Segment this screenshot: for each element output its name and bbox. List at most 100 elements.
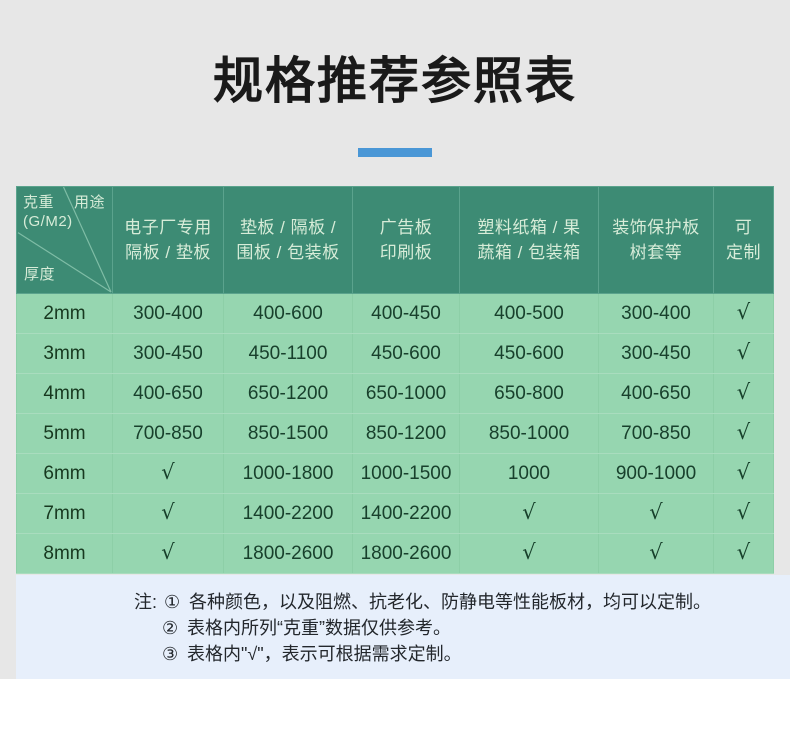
thickness-cell: 2mm [16, 293, 113, 334]
note-item: ② 表格内所列“克重”数据仅供参考。 [134, 615, 711, 641]
note-text: 各种颜色，以及阻燃、抗老化、防静电等性能板材，均可以定制。 [189, 592, 712, 612]
note-item: 注: ① 各种颜色，以及阻燃、抗老化、防静电等性能板材，均可以定制。 [134, 589, 711, 615]
value-cell: 450-1100 [223, 333, 353, 374]
column-header-advertising: 广告板 印刷板 [352, 186, 460, 294]
value-cell: 650-1000 [352, 373, 460, 414]
value-cell: 400-650 [112, 373, 224, 414]
value-cell: 450-600 [459, 333, 599, 374]
check-icon: √ [736, 540, 751, 564]
value-cell: 1400-2200 [352, 493, 460, 534]
column-header-electronics: 电子厂专用 隔板 / 垫板 [112, 186, 224, 294]
check-cell: √ [112, 453, 224, 494]
check-cell: √ [713, 333, 774, 374]
table-row: 6mm √ 1000-1800 1000-1500 1000 900-1000 √ [16, 453, 774, 494]
check-icon: √ [736, 460, 751, 484]
thickness-cell: 3mm [16, 333, 113, 374]
table-row: 7mm √ 1400-2200 1400-2200 √ √ √ [16, 493, 774, 534]
check-icon: √ [522, 540, 536, 564]
corner-usage-label: 用途 [73, 194, 105, 211]
value-cell: 400-600 [223, 293, 353, 334]
corner-thickness-label: 厚度 [24, 266, 56, 283]
check-cell: √ [459, 493, 599, 534]
value-cell: 650-1200 [223, 373, 353, 414]
table-row: 5mm 700-850 850-1500 850-1200 850-1000 700-85… [16, 413, 774, 454]
value-cell: 1000-1500 [352, 453, 460, 494]
check-icon: √ [736, 340, 751, 364]
note-marker: ① [164, 592, 181, 612]
check-icon: √ [161, 500, 175, 524]
column-header-decorative: 装饰保护板 树套等 [598, 186, 714, 294]
table-row: 2mm 300-400 400-600 400-450 400-500 300-400 √ [16, 293, 774, 334]
corner-weight-label: 克重 (G/M2) [23, 194, 73, 230]
value-cell: 1000 [459, 453, 599, 494]
check-cell: √ [713, 293, 774, 334]
thickness-cell: 4mm [16, 373, 113, 414]
check-icon: √ [736, 300, 751, 324]
corner-header-cell: 克重 (G/M2) 用途 厚度 [16, 186, 113, 294]
check-icon: √ [522, 500, 536, 524]
value-cell: 300-450 [112, 333, 224, 374]
diagonal-divider-icon [17, 187, 112, 293]
check-icon: √ [736, 380, 751, 404]
value-cell: 400-450 [352, 293, 460, 334]
column-header-plastic-carton: 塑料纸箱 / 果 蔬箱 / 包装箱 [459, 186, 599, 294]
check-icon: √ [736, 500, 751, 524]
check-cell: √ [713, 413, 774, 454]
thickness-cell: 7mm [16, 493, 113, 534]
value-cell: 1800-2600 [352, 533, 460, 574]
check-cell: √ [713, 493, 774, 534]
value-cell: 700-850 [112, 413, 224, 454]
column-header-customizable: 可 定制 [713, 186, 774, 294]
column-header-pallet: 垫板 / 隔板 / 围板 / 包装板 [223, 186, 353, 294]
thickness-cell: 8mm [16, 533, 113, 574]
note-item: ③ 表格内"√"，表示可根据需求定制。 [134, 641, 711, 667]
value-cell: 1000-1800 [223, 453, 353, 494]
value-cell: 450-600 [352, 333, 460, 374]
value-cell: 300-400 [598, 293, 714, 334]
spec-table-wrapper: 克重 (G/M2) 用途 厚度 电子厂专用 隔板 / 垫板 垫板 / 隔板 / … [16, 186, 774, 574]
value-cell: 850-1200 [352, 413, 460, 454]
check-cell: √ [459, 533, 599, 574]
notes-content: 注: ① 各种颜色，以及阻燃、抗老化、防静电等性能板材，均可以定制。 ② 表格内… [134, 589, 711, 667]
value-cell: 850-1000 [459, 413, 599, 454]
thickness-cell: 6mm [16, 453, 113, 494]
table-row: 3mm 300-450 450-1100 450-600 450-600 300-450 √ [16, 333, 774, 374]
table-row: 4mm 400-650 650-1200 650-1000 650-800 400-650… [16, 373, 774, 414]
value-cell: 650-800 [459, 373, 599, 414]
value-cell: 1800-2600 [223, 533, 353, 574]
note-text: 表格内"√"，表示可根据需求定制。 [187, 644, 462, 664]
value-cell: 400-650 [598, 373, 714, 414]
note-text: 表格内所列“克重”数据仅供参考。 [187, 618, 452, 638]
check-cell: √ [598, 493, 714, 534]
table-row: 8mm √ 1800-2600 1800-2600 √ √ √ [16, 533, 774, 574]
check-icon: √ [161, 460, 175, 484]
value-cell: 850-1500 [223, 413, 353, 454]
value-cell: 400-500 [459, 293, 599, 334]
check-cell: √ [112, 533, 224, 574]
table-body: 2mm 300-400 400-600 400-450 400-500 300-400 √ 3… [16, 293, 774, 574]
check-icon: √ [161, 540, 175, 564]
thickness-cell: 5mm [16, 413, 113, 454]
check-cell: √ [112, 493, 224, 534]
check-cell: √ [598, 533, 714, 574]
page-title: 规格推荐参照表 [213, 53, 577, 109]
note-marker: ② [162, 618, 179, 638]
check-icon: √ [649, 500, 663, 524]
value-cell: 300-400 [112, 293, 224, 334]
table-head: 克重 (G/M2) 用途 厚度 电子厂专用 隔板 / 垫板 垫板 / 隔板 / … [16, 186, 774, 294]
value-cell: 900-1000 [598, 453, 714, 494]
value-cell: 300-450 [598, 333, 714, 374]
title-underline [358, 148, 432, 157]
notes-block: 注: ① 各种颜色，以及阻燃、抗老化、防静电等性能板材，均可以定制。 ② 表格内… [16, 575, 790, 679]
check-cell: √ [713, 373, 774, 414]
note-marker: ③ [162, 644, 179, 664]
check-icon: √ [649, 540, 663, 564]
value-cell: 700-850 [598, 413, 714, 454]
notes-lead: 注: [134, 592, 158, 612]
check-icon: √ [736, 420, 751, 444]
check-cell: √ [713, 533, 774, 574]
value-cell: 1400-2200 [223, 493, 353, 534]
check-cell: √ [713, 453, 774, 494]
header-row: 克重 (G/M2) 用途 厚度 电子厂专用 隔板 / 垫板 垫板 / 隔板 / … [16, 186, 774, 294]
